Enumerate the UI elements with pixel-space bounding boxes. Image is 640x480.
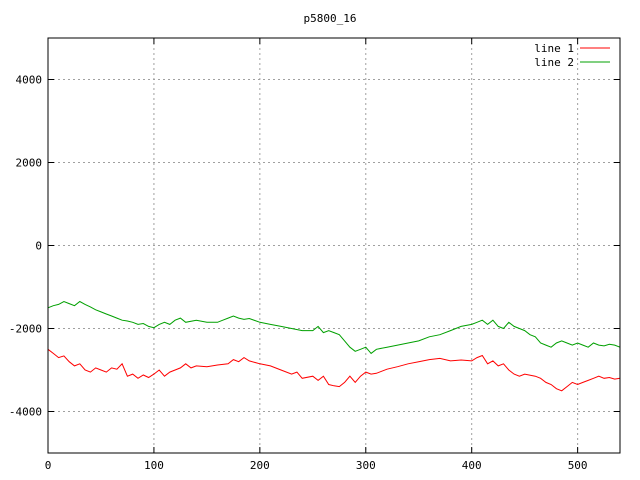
chart-title: p5800_16 bbox=[304, 12, 357, 25]
legend-label: line 1 bbox=[534, 42, 574, 55]
series-lines bbox=[47, 300, 621, 392]
x-tick-label: 0 bbox=[45, 459, 52, 472]
x-tick-label: 400 bbox=[462, 459, 482, 472]
y-tick-label: 4000 bbox=[16, 74, 43, 87]
legend-label: line 2 bbox=[534, 56, 574, 69]
y-tick-label: 0 bbox=[35, 240, 42, 253]
series-line-2 bbox=[47, 300, 621, 355]
grid bbox=[48, 38, 620, 453]
x-tick-label: 100 bbox=[144, 459, 164, 472]
y-tick-label: -2000 bbox=[9, 323, 42, 336]
x-tick-label: 300 bbox=[356, 459, 376, 472]
x-tick-label: 200 bbox=[250, 459, 270, 472]
axis-ticks: 0 100 200 300 400 500 -4000 -2000 0 2000 4000 bbox=[9, 38, 620, 472]
y-tick-label: -4000 bbox=[9, 406, 42, 419]
series-line-1 bbox=[47, 348, 621, 392]
x-tick-label: 500 bbox=[568, 459, 588, 472]
y-tick-label: 2000 bbox=[16, 157, 43, 170]
plot-frame bbox=[47, 37, 621, 454]
